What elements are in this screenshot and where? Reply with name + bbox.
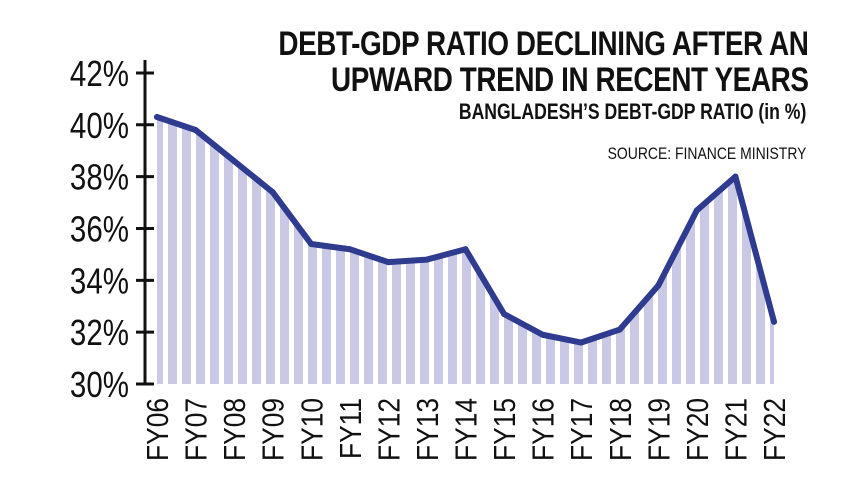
- chart-source: SOURCE: FINANCE MINISTRY: [607, 144, 806, 163]
- data-point: [462, 246, 469, 253]
- x-tick-label: FY13: [411, 398, 445, 461]
- data-point: [154, 114, 160, 121]
- x-tick-label: FY22: [758, 398, 792, 461]
- data-point: [385, 259, 392, 266]
- data-point: [616, 326, 623, 333]
- x-tick-label: FY08: [218, 398, 252, 461]
- data-point: [771, 318, 777, 325]
- label-layer: FY06 FY07 FY08 FY09 FY10 FY11 FY12 FY13 FY14 FY15…: [141, 398, 792, 461]
- x-tick-label: FY17: [565, 398, 599, 461]
- data-point: [501, 311, 508, 318]
- y-tick-label: 38%: [70, 157, 129, 197]
- y-tick-label: 40%: [70, 105, 129, 145]
- x-tick-label: FY09: [257, 398, 291, 461]
- x-tick-label: FY15: [488, 398, 522, 461]
- x-tick-label: FY11: [334, 398, 368, 459]
- chart-title: DEBT-GDP RATIO DECLINING AFTER AN UPWARD…: [277, 25, 809, 99]
- y-tick-label: 42%: [70, 53, 129, 93]
- chart-title-line-2: UPWARD TREND IN RECENT YEARS: [330, 61, 809, 99]
- x-tick-label: FY19: [642, 398, 676, 461]
- x-tick-label: FY07: [180, 398, 214, 461]
- x-tick-label: FY12: [372, 398, 406, 461]
- chart-title-line-1: DEBT-GDP RATIO DECLINING AFTER AN: [277, 25, 809, 63]
- data-point: [578, 339, 585, 346]
- data-point: [693, 207, 700, 214]
- y-tick-label: 34%: [70, 261, 129, 301]
- y-tick-label: 30%: [70, 364, 129, 404]
- chart-subtitle: BANGLADESH’S DEBT-GDP RATIO (in %): [458, 99, 806, 124]
- x-tick-label: FY14: [450, 398, 484, 461]
- data-point: [346, 246, 353, 253]
- x-tick-label: FY21: [719, 398, 753, 461]
- x-tick-label: FY06: [141, 398, 175, 461]
- data-point: [231, 158, 238, 165]
- data-point: [308, 241, 315, 248]
- x-tick-label: FY10: [295, 398, 329, 461]
- x-tick-label: FY20: [681, 398, 715, 461]
- line-layer: [154, 114, 777, 346]
- data-point: [539, 331, 546, 338]
- x-tick-label: FY16: [527, 398, 561, 461]
- data-point: [269, 189, 276, 196]
- data-point: [655, 282, 662, 289]
- data-point: [732, 173, 739, 180]
- x-tick-label: FY18: [604, 398, 638, 461]
- data-point: [192, 126, 199, 133]
- y-tick-label: 36%: [70, 209, 129, 249]
- axis-layer: 30% 32% 34% 36% 38% 40% 42%: [70, 53, 154, 405]
- data-point: [423, 256, 430, 263]
- y-tick-label: 32%: [70, 312, 129, 352]
